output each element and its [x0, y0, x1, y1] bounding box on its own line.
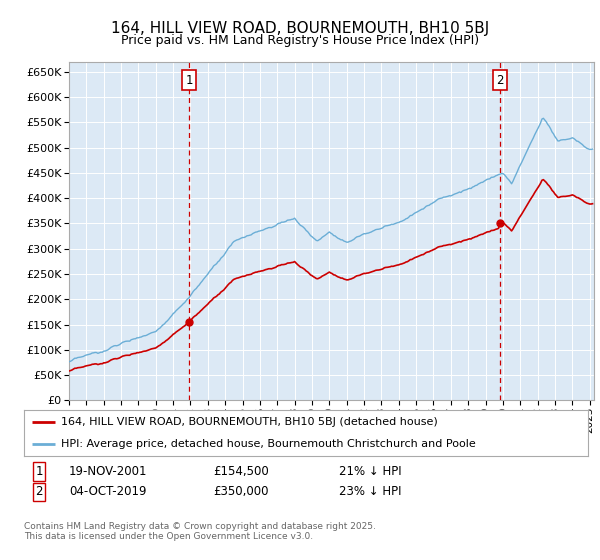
Text: £350,000: £350,000	[213, 485, 269, 498]
Text: 19-NOV-2001: 19-NOV-2001	[69, 465, 148, 478]
Text: HPI: Average price, detached house, Bournemouth Christchurch and Poole: HPI: Average price, detached house, Bour…	[61, 438, 475, 449]
Text: 164, HILL VIEW ROAD, BOURNEMOUTH, BH10 5BJ (detached house): 164, HILL VIEW ROAD, BOURNEMOUTH, BH10 5…	[61, 417, 437, 427]
Text: 164, HILL VIEW ROAD, BOURNEMOUTH, BH10 5BJ: 164, HILL VIEW ROAD, BOURNEMOUTH, BH10 5…	[111, 21, 489, 36]
Text: Price paid vs. HM Land Registry's House Price Index (HPI): Price paid vs. HM Land Registry's House …	[121, 34, 479, 46]
Text: 23% ↓ HPI: 23% ↓ HPI	[339, 485, 401, 498]
Text: 2: 2	[35, 485, 43, 498]
Text: £154,500: £154,500	[213, 465, 269, 478]
Text: 1: 1	[35, 465, 43, 478]
Text: 21% ↓ HPI: 21% ↓ HPI	[339, 465, 401, 478]
Text: 2: 2	[496, 74, 504, 87]
Text: 04-OCT-2019: 04-OCT-2019	[69, 485, 146, 498]
Text: 1: 1	[185, 74, 193, 87]
Text: Contains HM Land Registry data © Crown copyright and database right 2025.
This d: Contains HM Land Registry data © Crown c…	[24, 522, 376, 542]
